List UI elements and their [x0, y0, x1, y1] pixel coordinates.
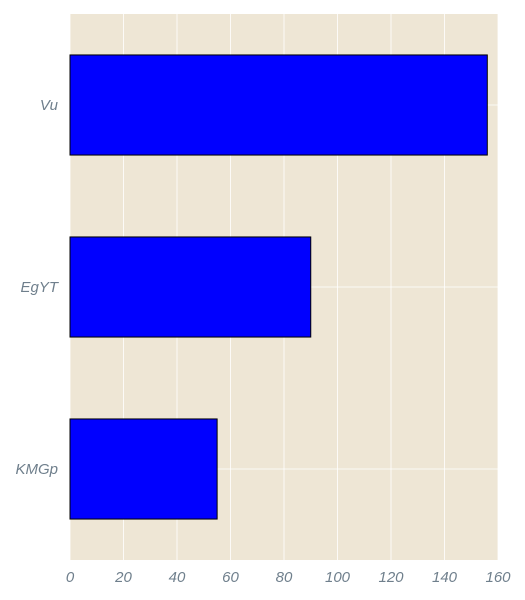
x-tick-label: 20 [114, 569, 132, 586]
x-tick-label: 0 [66, 569, 75, 586]
x-tick-label: 60 [222, 569, 239, 586]
x-tick-label: 140 [432, 569, 458, 586]
x-tick-label: 160 [485, 569, 511, 586]
x-tick-label: 100 [325, 569, 351, 586]
bars [69, 54, 488, 520]
x-tick-labels: 0 20 40 60 80 100 120 140 160 [66, 569, 511, 586]
y-tick-label: KMGp [15, 461, 58, 478]
y-tick-label: EgYT [20, 279, 59, 296]
y-tick-labels: Vu EgYT KMGp [15, 97, 59, 478]
x-tick-label: 40 [169, 569, 186, 586]
bar-egyt [69, 236, 312, 338]
x-tick-label: 80 [276, 569, 293, 586]
x-tick-label: 120 [378, 569, 404, 586]
y-tick-label: Vu [40, 97, 59, 114]
bar-vu [69, 54, 488, 156]
bar-kmgp [69, 418, 218, 520]
